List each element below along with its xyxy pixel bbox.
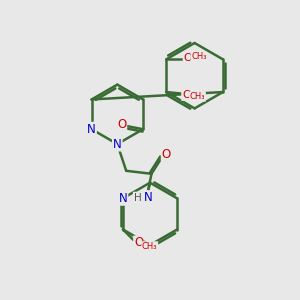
Text: N: N [87, 123, 96, 136]
Text: O: O [162, 148, 171, 161]
Text: CH₃: CH₃ [190, 92, 205, 101]
Text: N: N [113, 138, 122, 151]
Text: O: O [117, 118, 126, 131]
Text: CH₃: CH₃ [191, 52, 207, 62]
Text: O: O [182, 90, 191, 100]
Text: O: O [134, 236, 143, 249]
Text: N: N [144, 191, 153, 204]
Text: N: N [118, 192, 127, 205]
Text: O: O [184, 53, 192, 63]
Text: CH₃: CH₃ [142, 242, 158, 251]
Text: H: H [134, 193, 141, 202]
